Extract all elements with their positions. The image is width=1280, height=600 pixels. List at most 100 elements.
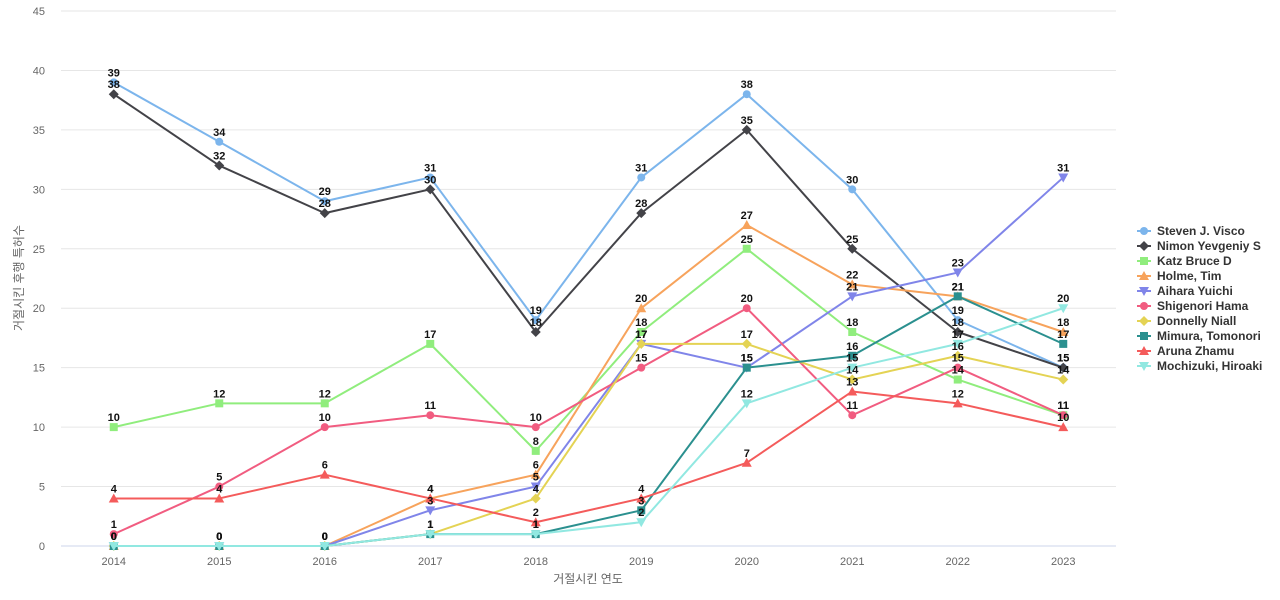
data-point xyxy=(109,530,118,539)
data-point xyxy=(108,493,119,503)
legend-item[interactable]: Donnelly Niall xyxy=(1137,314,1236,328)
data-point xyxy=(108,89,119,100)
y-axis-ticks: 0 5 10 15 20 25 30 35 40 45 xyxy=(33,6,45,553)
data-point xyxy=(847,279,858,289)
data-label: 4 xyxy=(216,483,223,495)
data-label: 12 xyxy=(952,388,964,400)
series-line xyxy=(113,307,1064,547)
data-point xyxy=(425,184,436,195)
data-label: 28 xyxy=(635,198,647,210)
legend-item[interactable]: Shigenori Hama xyxy=(1137,299,1249,313)
legend-item[interactable]: Mimura, Tomonori xyxy=(1137,329,1261,343)
data-point xyxy=(426,173,435,182)
series-3 xyxy=(108,220,1069,550)
data-label: 14 xyxy=(952,365,965,377)
data-label: 11 xyxy=(846,400,858,412)
data-point xyxy=(953,316,962,325)
legend-item[interactable]: Holme, Tim xyxy=(1137,269,1221,283)
data-point xyxy=(214,160,225,171)
data-label: 0 xyxy=(322,531,328,543)
series-line xyxy=(113,93,1064,369)
data-label: 15 xyxy=(952,353,964,365)
data-label: 3 xyxy=(638,495,644,507)
data-point xyxy=(1058,374,1069,385)
data-label: 31 xyxy=(424,162,436,174)
legend-label: Steven J. Visco xyxy=(1157,224,1245,238)
x-tick-label: 2020 xyxy=(735,556,759,568)
data-label: 29 xyxy=(319,186,331,198)
data-point xyxy=(741,124,752,135)
data-point xyxy=(426,411,435,420)
data-point xyxy=(636,493,647,503)
data-label: 1 xyxy=(111,519,117,531)
data-label: 23 xyxy=(952,258,964,270)
data-point xyxy=(109,78,118,87)
legend-marker xyxy=(1139,271,1149,280)
series-1 xyxy=(108,89,1069,373)
legend-marker xyxy=(1140,257,1148,265)
data-point xyxy=(952,398,963,408)
data-point xyxy=(952,350,963,361)
legend-item[interactable]: Aruna Zhamu xyxy=(1137,344,1234,358)
data-point xyxy=(1059,339,1068,348)
data-label: 2 xyxy=(533,507,539,519)
data-point xyxy=(953,363,962,372)
legend-marker xyxy=(1139,316,1149,326)
data-point xyxy=(320,423,329,432)
legend-label: Shigenori Hama xyxy=(1157,299,1249,313)
legend-item[interactable]: Aihara Yuichi xyxy=(1137,284,1233,298)
data-point xyxy=(530,493,541,504)
y-tick-label: 25 xyxy=(33,244,45,256)
legend-label: Mochizuki, Hiroaki xyxy=(1157,359,1262,373)
data-label: 1 xyxy=(533,519,539,531)
data-label: 10 xyxy=(530,412,542,424)
data-label: 30 xyxy=(424,174,436,186)
data-point xyxy=(637,328,646,336)
legend-marker xyxy=(1139,241,1149,251)
data-label: 8 xyxy=(533,436,539,448)
data-point xyxy=(848,328,857,336)
data-label: 38 xyxy=(741,79,753,91)
legend-marker xyxy=(1139,287,1149,296)
data-label: 10 xyxy=(319,412,331,424)
data-point xyxy=(426,339,435,348)
legend-item[interactable]: Katz Bruce D xyxy=(1137,254,1232,268)
data-point xyxy=(531,316,540,325)
legend-label: Aruna Zhamu xyxy=(1157,344,1234,358)
data-point xyxy=(530,469,541,479)
data-label: 16 xyxy=(846,341,858,353)
legend-item[interactable]: Mochizuki, Hiroaki xyxy=(1137,359,1262,373)
data-point xyxy=(741,338,752,349)
x-tick-label: 2022 xyxy=(946,556,970,568)
data-label: 28 xyxy=(319,198,331,210)
data-point xyxy=(1058,362,1069,373)
data-point xyxy=(636,208,647,219)
x-tick-label: 2018 xyxy=(524,556,548,568)
data-point xyxy=(214,542,225,551)
data-point xyxy=(847,243,858,254)
data-label: 0 xyxy=(216,531,222,543)
legend-item[interactable]: Steven J. Visco xyxy=(1137,224,1245,238)
data-label: 15 xyxy=(741,353,753,365)
data-label: 0 xyxy=(216,531,222,543)
data-point xyxy=(530,517,541,527)
data-point xyxy=(952,339,963,349)
data-point xyxy=(741,220,752,229)
data-label: 39 xyxy=(108,67,120,79)
data-label: 0 xyxy=(111,531,117,543)
data-point xyxy=(636,518,647,528)
y-tick-label: 35 xyxy=(33,125,45,137)
data-label: 18 xyxy=(952,317,964,329)
data-label: 20 xyxy=(1057,293,1069,305)
series-6 xyxy=(108,338,1069,551)
x-tick-label: 2023 xyxy=(1051,556,1075,568)
y-tick-label: 10 xyxy=(33,422,45,434)
data-label: 21 xyxy=(846,281,858,293)
data-point xyxy=(742,90,751,99)
data-point xyxy=(1058,173,1069,183)
data-point xyxy=(319,469,330,479)
data-label: 25 xyxy=(846,234,858,246)
legend-item[interactable]: Nimon Yevgeniy S xyxy=(1137,239,1261,253)
data-label: 0 xyxy=(322,531,328,543)
